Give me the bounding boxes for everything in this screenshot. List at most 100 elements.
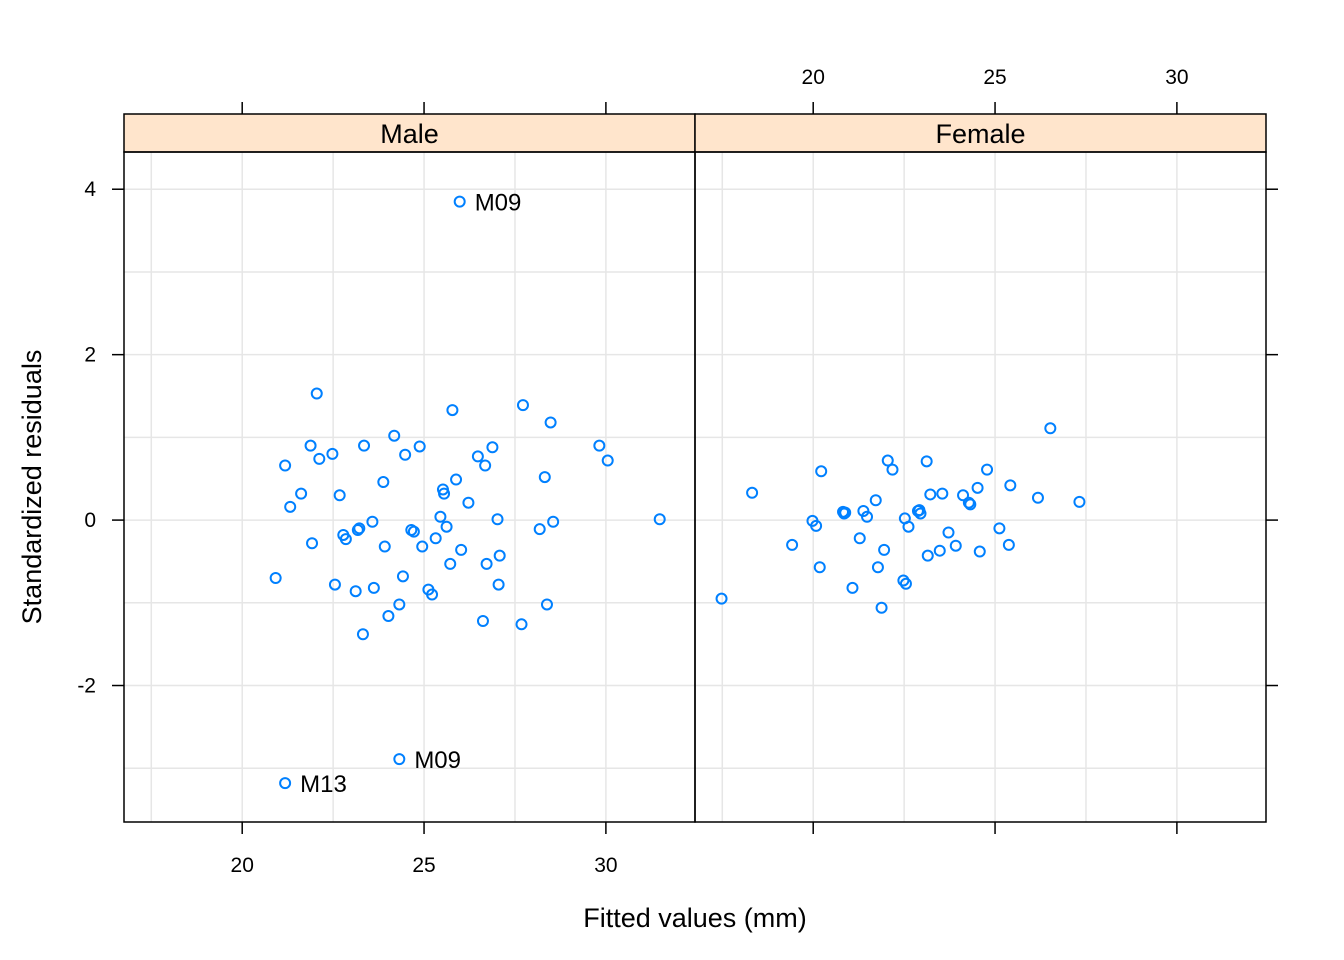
data-point [493, 549, 506, 562]
data-point [846, 581, 859, 594]
frame-layer: Male Female [123, 113, 1267, 823]
data-point [396, 570, 409, 583]
data-point [920, 455, 933, 468]
data-point [426, 588, 439, 601]
data-point [492, 578, 505, 591]
data-point [444, 557, 457, 570]
data-point [861, 510, 874, 523]
data-point [416, 540, 429, 553]
data-point [715, 592, 728, 605]
data-point [413, 440, 426, 453]
data-point [446, 404, 459, 417]
data-point [339, 533, 352, 546]
data-point [881, 454, 894, 467]
data-point [1004, 479, 1017, 492]
y-tick-label: 4 [84, 178, 96, 201]
data-point [902, 520, 915, 533]
data-point [971, 481, 984, 494]
labels-layer: M09 M09 M13 [300, 190, 521, 798]
data-point [878, 543, 891, 556]
y-tick-label: 0 [84, 509, 96, 532]
panel-frame-female [694, 151, 1267, 823]
data-point [871, 561, 884, 574]
data-point [933, 544, 946, 557]
data-point [279, 459, 292, 472]
data-point [407, 525, 420, 538]
data-point [942, 526, 955, 539]
data-point [993, 522, 1006, 535]
y-tick-label: -2 [77, 675, 96, 698]
data-point [480, 557, 493, 570]
data-point [653, 513, 666, 526]
data-point [869, 494, 882, 507]
data-point [367, 581, 380, 594]
data-point [440, 520, 453, 533]
data-point [538, 471, 551, 484]
grid-layer [124, 152, 1266, 822]
data-point [306, 537, 319, 550]
data-point [353, 522, 366, 535]
data-point [269, 571, 282, 584]
y-tick-label: 2 [84, 344, 96, 367]
data-point [1044, 422, 1057, 435]
data-point [810, 519, 823, 532]
data-point [540, 598, 553, 611]
data-point [333, 489, 346, 502]
data-point [377, 476, 390, 489]
data-point [839, 506, 852, 519]
data-point [973, 545, 986, 558]
data-point [351, 524, 364, 537]
data-point [962, 496, 975, 509]
data-point [815, 465, 828, 478]
data-point [914, 507, 927, 520]
strip-label-female: Female [935, 119, 1025, 149]
data-point [813, 561, 826, 574]
data-point [393, 598, 406, 611]
data-point [516, 399, 529, 412]
data-point [366, 515, 379, 528]
data-point [921, 549, 934, 562]
x-tick-label: 20 [802, 66, 825, 89]
strip-male [123, 113, 696, 153]
outlier-label: M09 [414, 747, 461, 774]
data-point [328, 578, 341, 591]
data-point [356, 628, 369, 641]
data-point [547, 515, 560, 528]
data-point [429, 532, 442, 545]
data-point [405, 524, 418, 537]
data-point [378, 540, 391, 553]
data-point [924, 488, 937, 501]
data-point [326, 447, 339, 460]
data-point [388, 429, 401, 442]
data-point [601, 454, 614, 467]
data-point [399, 448, 412, 461]
x-axis-title: Fitted values (mm) [583, 903, 807, 933]
data-point [455, 543, 468, 556]
data-point [304, 439, 317, 452]
outlier-label: M13 [300, 771, 347, 798]
data-point [295, 487, 308, 500]
data-point [358, 439, 371, 452]
data-point [886, 463, 899, 476]
data-point [1002, 538, 1015, 551]
data-point [964, 498, 977, 511]
data-point [382, 610, 395, 623]
x-tick-label: 30 [594, 854, 617, 877]
data-point [349, 585, 362, 598]
data-point [981, 463, 994, 476]
data-point [438, 487, 451, 500]
data-point [786, 538, 799, 551]
data-point [462, 496, 475, 509]
y-axis-title: Standardized residuals [17, 350, 47, 625]
data-point-outlier [393, 753, 406, 766]
data-point [515, 618, 528, 631]
data-point [476, 615, 489, 627]
data-point [450, 473, 463, 486]
x-tick-label: 30 [1165, 66, 1188, 89]
data-point [949, 539, 962, 552]
data-point [434, 510, 447, 523]
data-point [491, 513, 504, 526]
outlier-label: M09 [475, 190, 522, 217]
